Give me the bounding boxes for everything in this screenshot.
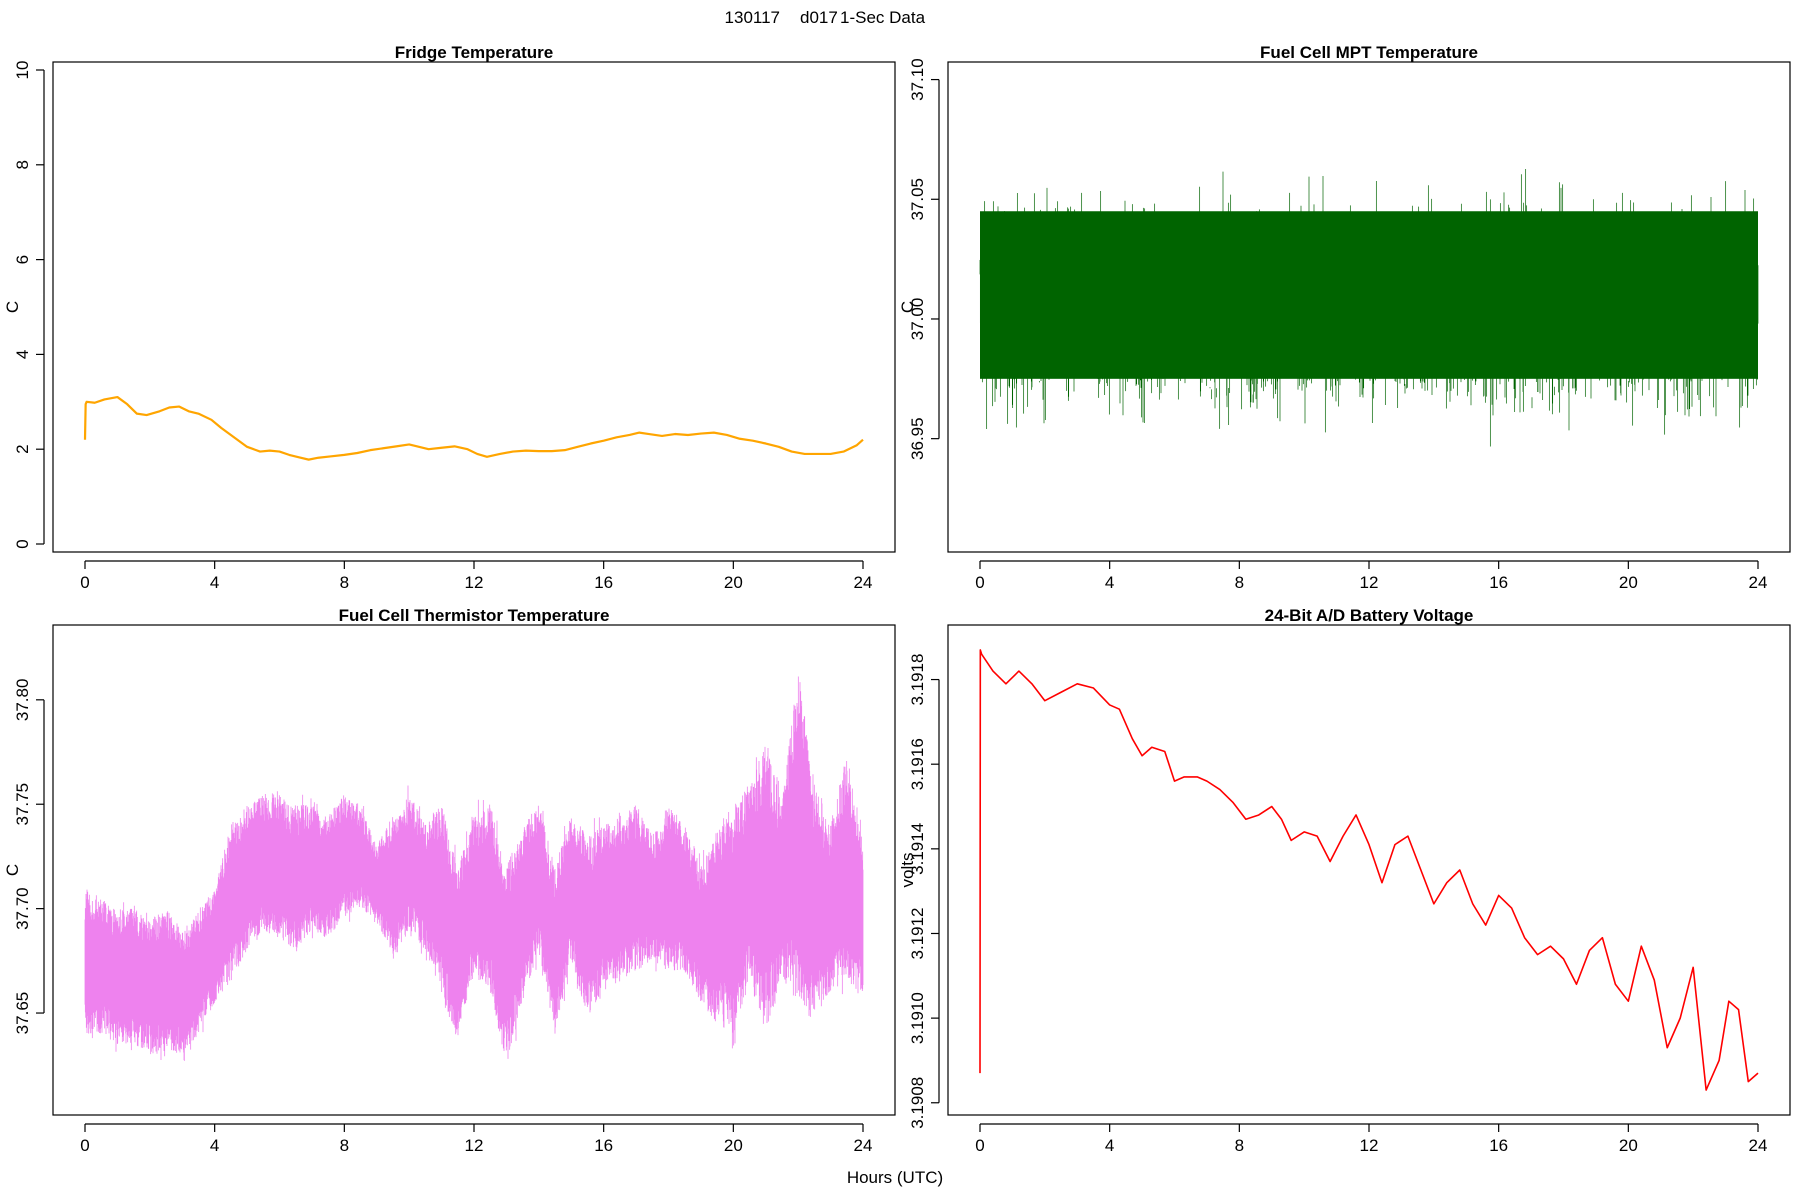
x-tick-label: 16	[594, 1136, 613, 1155]
x-tick-label: 8	[1235, 573, 1244, 592]
x-axis: 0 4 8 12 16 20 24	[80, 1123, 873, 1155]
x-tick-label: 12	[1360, 1136, 1379, 1155]
x-tick-label: 0	[80, 1136, 89, 1155]
x-tick-label: 8	[340, 1136, 349, 1155]
x-tick-label: 16	[1489, 573, 1508, 592]
x-axis: 0 4 8 12 16 20 24	[975, 560, 1768, 592]
series-envelope	[84, 676, 864, 1061]
x-tick-label: 4	[1105, 573, 1114, 592]
x-tick-label: 0	[975, 1136, 984, 1155]
x-tick-label: 24	[1749, 573, 1768, 592]
panel-title: Fuel Cell Thermistor Temperature	[339, 606, 610, 625]
x-tick-label: 16	[1489, 1136, 1508, 1155]
y-tick-label: 37.80	[13, 679, 32, 722]
panel-title: 24-Bit A/D Battery Voltage	[1265, 606, 1474, 625]
main-title-part-station: d017	[800, 8, 838, 27]
x-tick-label: 4	[1105, 1136, 1114, 1155]
y-axis-label: volts	[898, 853, 917, 888]
main-title-part-type: 1-Sec Data	[840, 8, 926, 27]
plot-area	[83, 395, 864, 461]
x-tick-label: 20	[1619, 573, 1638, 592]
plot-area	[979, 649, 1759, 1091]
x-tick-label: 12	[465, 1136, 484, 1155]
panel-fuel-cell-thermistor: Fuel Cell Thermistor Temperature 0 4 8 12 16 2…	[3, 606, 896, 1155]
plot-frame	[52, 624, 896, 1116]
y-tick-label: 37.65	[13, 992, 32, 1035]
y-tick-label: 37.10	[908, 58, 927, 101]
panel-title: Fuel Cell MPT Temperature	[1260, 43, 1478, 62]
x-tick-label: 12	[1360, 573, 1379, 592]
y-tick-label: 3.1910	[908, 992, 927, 1044]
x-tick-label: 16	[594, 573, 613, 592]
series-line	[83, 395, 864, 461]
x-tick-label: 0	[80, 573, 89, 592]
y-axis: 3.1908 3.1910 3.1912 3.1914 3.1916 3.1918	[908, 654, 940, 1129]
y-tick-label: 8	[13, 160, 32, 169]
series-line	[979, 649, 1759, 1091]
x-tick-label: 20	[724, 1136, 743, 1155]
y-tick-label: 3.1912	[908, 907, 927, 959]
y-tick-label: 3.1916	[908, 738, 927, 790]
x-tick-label: 24	[1749, 1136, 1768, 1155]
y-axis-label: C	[898, 301, 917, 313]
y-tick-label: 37.75	[13, 783, 32, 826]
y-tick-label: 37.00	[908, 298, 927, 341]
plot-area	[84, 676, 864, 1061]
x-axis-label: Hours (UTC)	[847, 1168, 943, 1187]
y-axis: 0 2 4 6 8 10	[13, 61, 45, 549]
y-tick-label: 37.05	[908, 178, 927, 221]
y-tick-label: 6	[13, 255, 32, 264]
x-tick-label: 12	[465, 573, 484, 592]
panel-fuel-cell-mpt: Fuel Cell MPT Temperature 0 4 8 12 16 20 24 36.9…	[898, 43, 1791, 592]
panel-title: Fridge Temperature	[395, 43, 553, 62]
y-tick-label: 4	[13, 350, 32, 359]
y-tick-label: 0	[13, 539, 32, 548]
x-tick-label: 20	[724, 573, 743, 592]
y-tick-label: 3.1908	[908, 1077, 927, 1129]
x-axis: 0 4 8 12 16 20 24	[975, 1123, 1768, 1155]
y-axis-label: C	[3, 864, 22, 876]
y-tick-label: 2	[13, 444, 32, 453]
y-tick-label: 37.70	[13, 887, 32, 930]
main-title-part-date: 130117	[725, 8, 780, 27]
series-dense-band	[980, 211, 1758, 379]
y-axis-label: C	[3, 301, 22, 313]
x-tick-label: 4	[210, 1136, 219, 1155]
x-tick-label: 8	[340, 573, 349, 592]
x-tick-label: 24	[854, 573, 873, 592]
plot-frame	[947, 624, 1791, 1116]
plot-frame	[52, 61, 896, 553]
y-tick-label: 36.95	[908, 417, 927, 460]
y-tick-label: 3.1918	[908, 654, 927, 706]
y-tick-label: 10	[13, 61, 32, 80]
x-axis: 0 4 8 12 16 20 24	[80, 560, 873, 592]
x-tick-label: 20	[1619, 1136, 1638, 1155]
plot-frame	[947, 61, 1791, 553]
panel-battery-voltage: 24-Bit A/D Battery Voltage 0 4 8 12 16 20 24 3.1…	[898, 606, 1791, 1155]
plot-area	[979, 168, 1759, 447]
main-title: 130117 d017 1-Sec Data	[725, 8, 926, 27]
y-tick-label: 3.1914	[908, 823, 927, 875]
x-tick-label: 4	[210, 573, 219, 592]
x-tick-label: 8	[1235, 1136, 1244, 1155]
y-axis: 36.95 37.00 37.05 37.10	[908, 58, 940, 460]
y-axis: 37.65 37.70 37.75 37.80	[13, 679, 45, 1035]
x-tick-label: 0	[975, 573, 984, 592]
x-tick-label: 24	[854, 1136, 873, 1155]
